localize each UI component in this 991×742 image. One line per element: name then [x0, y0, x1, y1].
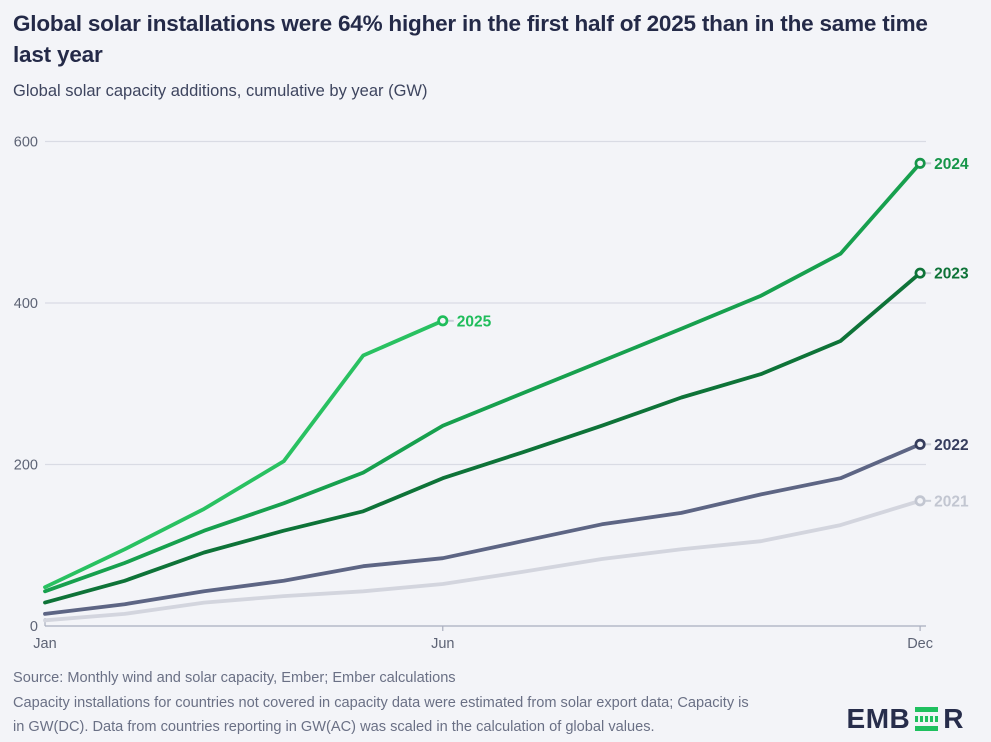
series-end-marker-2024	[914, 157, 926, 169]
x-axis-label-Jun: Jun	[431, 636, 454, 652]
x-axis-label-Jan: Jan	[33, 636, 56, 652]
ember-logo-text-r: R	[943, 703, 964, 734]
y-axis-label-200: 200	[14, 458, 38, 474]
source-line-1: Source: Monthly wind and solar capacity,…	[13, 670, 456, 686]
page-subtitle: Global solar capacity additions, cumulat…	[13, 82, 428, 100]
series-end-label-2021: 2021	[934, 493, 969, 510]
series-line-2023	[43, 271, 922, 605]
series-end-label-2022: 2022	[934, 437, 968, 454]
chart-svg: 0 200 400 600 Jan Jun Dec 2021 2022 2023 2024 2025	[14, 135, 969, 653]
series-end-label-2024: 2024	[934, 156, 969, 173]
series-end-marker-2021	[914, 495, 926, 507]
series-line-2021	[43, 498, 922, 623]
series-line-2022	[43, 442, 922, 616]
series-end-label-2025: 2025	[457, 313, 492, 330]
ember-logo: EMB R	[847, 703, 964, 735]
ember-logo-e-bars-icon	[915, 706, 939, 732]
series-line-2024	[43, 161, 922, 594]
series-end-marker-2023	[914, 267, 926, 279]
series-end-marker-2022	[914, 438, 926, 450]
ember-logo-text-emb: EMB	[846, 703, 911, 734]
source-note: Source: Monthly wind and solar capacity,…	[13, 666, 843, 740]
line-chart: 0 200 400 600 Jan Jun Dec 2021 2022 2023 2024 2025	[0, 120, 991, 660]
series-end-marker-2025	[437, 315, 449, 327]
source-line-2: Capacity installations for countries not…	[13, 694, 749, 711]
y-axis-label-600: 600	[14, 135, 38, 151]
series-line-2025	[43, 318, 445, 590]
page-title: Global solar installations were 64% high…	[13, 11, 928, 67]
source-line-3: in GW(DC). Data from countries reporting…	[13, 719, 655, 735]
y-axis-label-400: 400	[14, 296, 38, 312]
y-axis-label-0: 0	[30, 619, 38, 635]
series-end-label-2023: 2023	[934, 266, 969, 283]
x-axis-label-Dec: Dec	[907, 636, 933, 652]
